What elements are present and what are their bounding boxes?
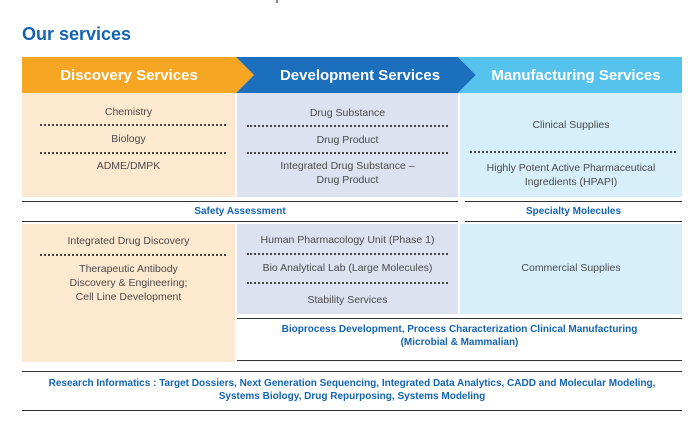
service-bio-analytical-lab: Bio Analytical Lab (Large Molecules) [262, 262, 433, 274]
rule [237, 318, 682, 319]
rule [22, 221, 458, 222]
divider [247, 282, 448, 284]
service-human-pharmacology: Human Pharmacology Unit (Phase 1) [260, 234, 435, 246]
discovery-top-panel: Chemistry Biology ADME/DMPK [22, 93, 235, 197]
discovery-bottom-panel: Integrated Drug Discovery Therapeutic An… [22, 224, 235, 362]
manufacturing-header-label: Manufacturing Services [491, 66, 661, 84]
rule [22, 410, 682, 411]
rule [237, 360, 682, 361]
service-hpapi: Highly Potent Active Pharmaceutical Ingr… [486, 162, 656, 188]
development-header-arrow [236, 57, 476, 93]
service-integrated-drug-substance: Integrated Drug Substance – Drug Product [280, 160, 415, 186]
discovery-header-label: Discovery Services [60, 66, 198, 84]
stray-mark [276, 0, 278, 3]
service-stability: Stability Services [307, 294, 388, 306]
service-drug-product: Drug Product [316, 134, 379, 146]
development-top-panel: Drug Substance Drug Product Integrated D… [237, 93, 458, 197]
development-bottom-panel: Human Pharmacology Unit (Phase 1) Bio An… [237, 224, 458, 314]
divider [247, 125, 448, 127]
discovery-header: Discovery Services [22, 57, 254, 93]
service-adme-dmpk: ADME/DMPK [96, 160, 161, 172]
rule [465, 201, 682, 202]
service-commercial-supplies: Commercial Supplies [521, 262, 621, 274]
page-title: Our services [22, 24, 132, 44]
safety-assessment-label: Safety Assessment [194, 205, 286, 217]
development-header-label: Development Services [279, 66, 441, 84]
discovery-header-arrow [22, 57, 254, 93]
manufacturing-top-panel: Clinical Supplies Highly Potent Active P… [460, 93, 682, 197]
development-header: Development Services [236, 57, 476, 93]
divider [40, 124, 226, 126]
service-integrated-drug-discovery: Integrated Drug Discovery [67, 235, 190, 247]
rule [22, 371, 682, 372]
divider [40, 254, 226, 256]
divider [470, 151, 676, 153]
manufacturing-header: Manufacturing Services [458, 57, 682, 93]
rule [22, 201, 458, 202]
service-biology: Biology [111, 133, 146, 145]
service-therapeutic-antibody: Therapeutic Antibody Discovery & Enginee… [69, 263, 188, 303]
service-clinical-supplies: Clinical Supplies [532, 119, 610, 131]
rule [465, 221, 682, 222]
bioprocess-label: Bioprocess Development, Process Characte… [281, 324, 638, 348]
divider [40, 152, 226, 154]
specialty-molecules-label: Specialty Molecules [525, 205, 622, 217]
manufacturing-header-arrow [458, 57, 682, 93]
research-informatics-label: Research Informatics : Target Dossiers, … [48, 378, 656, 402]
divider [247, 152, 448, 154]
service-chemistry: Chemistry [104, 106, 153, 118]
divider [247, 253, 448, 255]
service-drug-substance: Drug Substance [309, 107, 386, 119]
manufacturing-bottom-panel: Commercial Supplies [460, 224, 682, 314]
